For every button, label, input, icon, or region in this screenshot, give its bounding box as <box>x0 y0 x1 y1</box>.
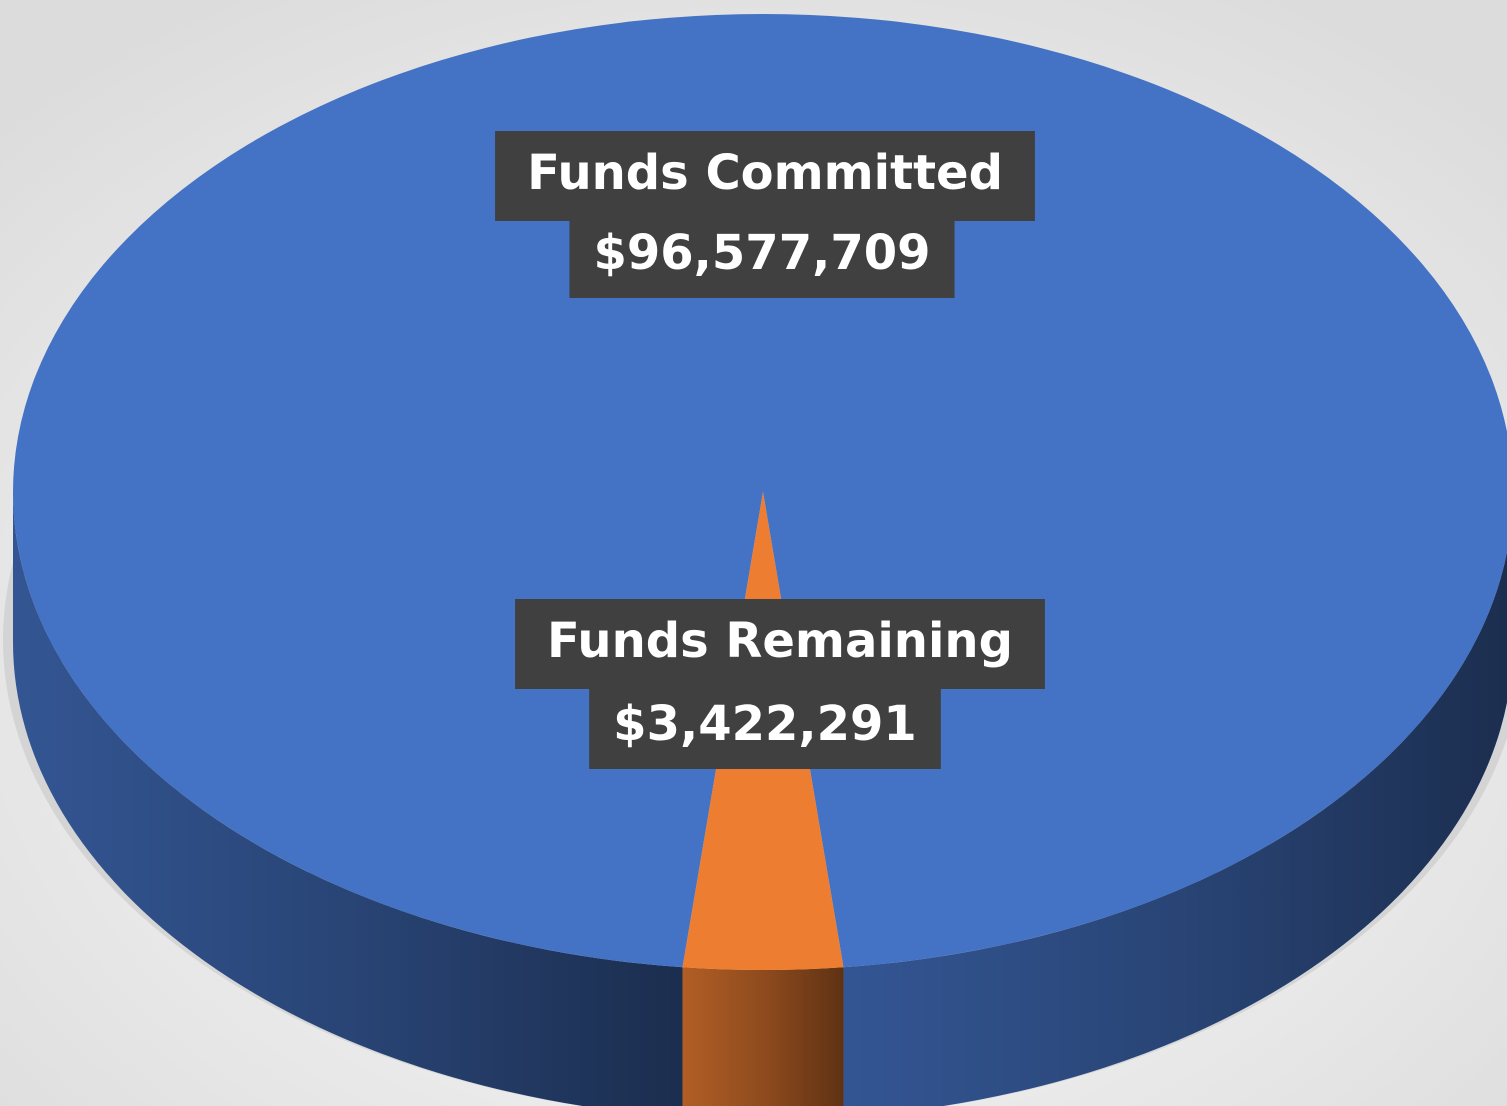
label-name-box <box>495 131 1035 221</box>
slice-side-shade <box>843 552 1507 1106</box>
label-value: $96,577,709 <box>593 225 930 281</box>
label-value-box <box>589 685 941 769</box>
slice-side-shade <box>13 492 683 1106</box>
pie-sides <box>13 492 1507 1106</box>
label-value-box <box>569 214 955 298</box>
label-name: Funds Remaining <box>547 613 1013 669</box>
label-name: Funds Committed <box>527 145 1003 201</box>
slice <box>13 14 1507 968</box>
data-labels: Funds Committed $96,577,709 Funds Remainin… <box>495 131 1045 769</box>
label-name-box <box>515 599 1045 689</box>
label-value: $3,422,291 <box>613 696 917 752</box>
slice-side-shade <box>682 967 844 1106</box>
